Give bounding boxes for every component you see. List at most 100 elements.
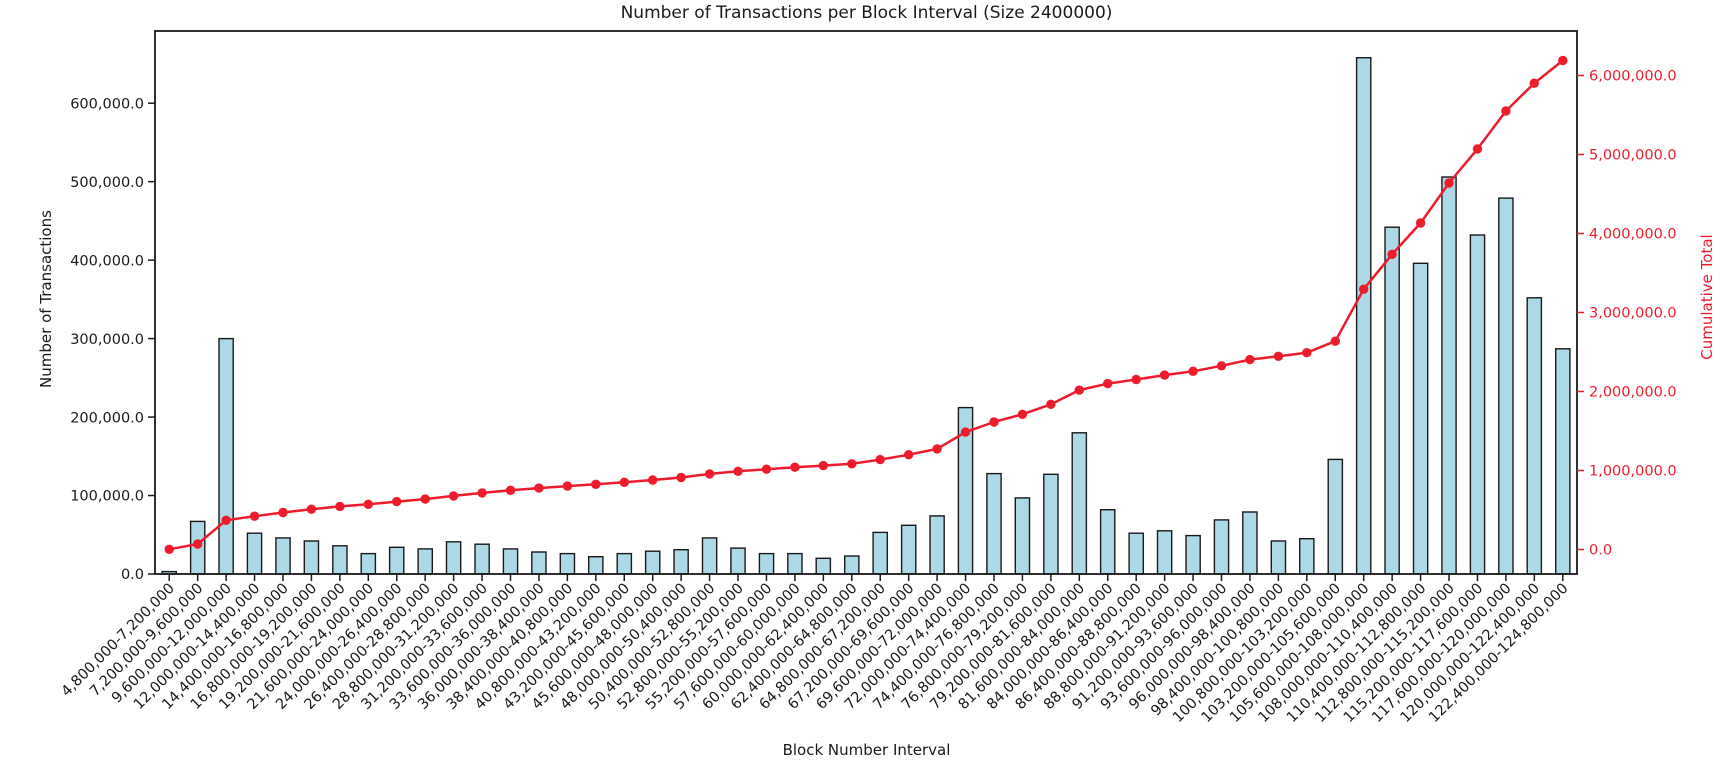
bar [929, 515, 945, 575]
bar [1327, 458, 1344, 575]
bar [445, 541, 462, 575]
cumulative-point [1131, 374, 1141, 385]
cumulative-point [1387, 249, 1397, 259]
cumulative-point [1074, 385, 1085, 395]
bar [1498, 197, 1514, 575]
bar [1469, 234, 1486, 575]
bar [474, 543, 490, 575]
bar [1185, 534, 1201, 575]
bar [1099, 509, 1116, 575]
bar [275, 537, 291, 575]
cumulative-point [193, 539, 203, 549]
bar [303, 540, 320, 575]
y-tick-label-left: 400,000.0 [70, 253, 144, 269]
cumulative-point [704, 469, 715, 479]
cumulative-point [875, 454, 885, 465]
bar [1043, 473, 1059, 575]
bar [588, 556, 604, 575]
y-tick-label-right: 4,000,000.0 [1589, 227, 1677, 243]
bar [559, 552, 576, 575]
cumulative-point [1216, 361, 1227, 371]
bar [1441, 176, 1457, 575]
cumulative-point [932, 444, 942, 454]
cumulative-point [505, 485, 516, 495]
y-tick-label-left: 200,000.0 [70, 410, 144, 426]
cumulative-point [1330, 336, 1341, 346]
cumulative-point [1501, 106, 1511, 116]
y-tick-label-right: 5,000,000.0 [1589, 148, 1677, 164]
bar [332, 545, 348, 575]
cumulative-point [420, 494, 430, 504]
cumulative-point [306, 504, 317, 514]
bar [417, 548, 434, 575]
cumulative-point [790, 462, 800, 472]
cumulative-point [904, 450, 914, 460]
bar [730, 547, 746, 575]
y-tick-label-left: 100,000.0 [70, 489, 144, 505]
bar [1526, 297, 1543, 575]
cumulative-point [1359, 284, 1369, 294]
cumulative-point [1302, 348, 1312, 358]
bar [218, 337, 234, 575]
bar [1298, 538, 1315, 575]
bar [758, 552, 775, 575]
cumulative-point [1245, 354, 1255, 365]
bar [986, 472, 1002, 575]
bar [360, 552, 377, 575]
x-axis-title: Block Number Interval [782, 741, 951, 759]
y-tick-label-right: 0.0 [1589, 543, 1612, 559]
bar [872, 531, 888, 575]
cumulative-point [477, 488, 487, 498]
cumulative-point [249, 511, 260, 521]
cumulative-point [1103, 378, 1113, 389]
cumulative-point [1046, 399, 1056, 409]
bar [1071, 432, 1088, 575]
cumulative-point [1188, 366, 1198, 376]
cumulative-point [1159, 370, 1170, 380]
bar [787, 552, 803, 575]
cumulative-point [761, 464, 772, 474]
bar [1213, 519, 1230, 575]
cumulative-point [1017, 409, 1028, 419]
y-tick-label-left: 500,000.0 [70, 175, 144, 191]
cumulative-point [363, 499, 373, 509]
cumulative-point [733, 466, 743, 476]
y-tick-label-left: 0.0 [121, 567, 144, 583]
bar [673, 549, 689, 575]
bar [246, 532, 263, 575]
cumulative-point [1529, 78, 1540, 88]
cumulative-point [221, 515, 231, 525]
bar [644, 550, 661, 575]
cumulative-point [278, 507, 288, 518]
cumulative-point [676, 472, 686, 483]
bar [1412, 262, 1429, 575]
cumulative-point [591, 479, 601, 489]
cumulative-point [648, 475, 658, 485]
bar [1156, 530, 1173, 575]
cumulative-point [335, 501, 345, 512]
y-tick-label-left: 300,000.0 [70, 332, 144, 348]
cumulative-point [989, 417, 999, 427]
bar [1270, 540, 1287, 575]
cumulative-line [168, 59, 1564, 551]
cumulative-point [960, 427, 971, 437]
bar [531, 551, 547, 575]
bar [502, 548, 519, 575]
chart-title: Number of Transactions per Block Interva… [620, 3, 1113, 23]
bar [701, 537, 718, 575]
cumulative-point [562, 481, 573, 491]
bar [900, 524, 917, 575]
cumulative-point [1415, 218, 1426, 228]
bar [1014, 497, 1031, 575]
bar [1128, 532, 1144, 575]
y-tick-label-right: 3,000,000.0 [1589, 306, 1677, 322]
bar [388, 546, 405, 575]
bar [1242, 511, 1258, 575]
bar [844, 555, 860, 575]
cumulative-point [534, 483, 544, 493]
cumulative-point [818, 460, 828, 471]
bars-group [161, 57, 1571, 575]
cumulative-point [1444, 178, 1454, 188]
y-tick-label-left: 600,000.0 [70, 96, 144, 112]
